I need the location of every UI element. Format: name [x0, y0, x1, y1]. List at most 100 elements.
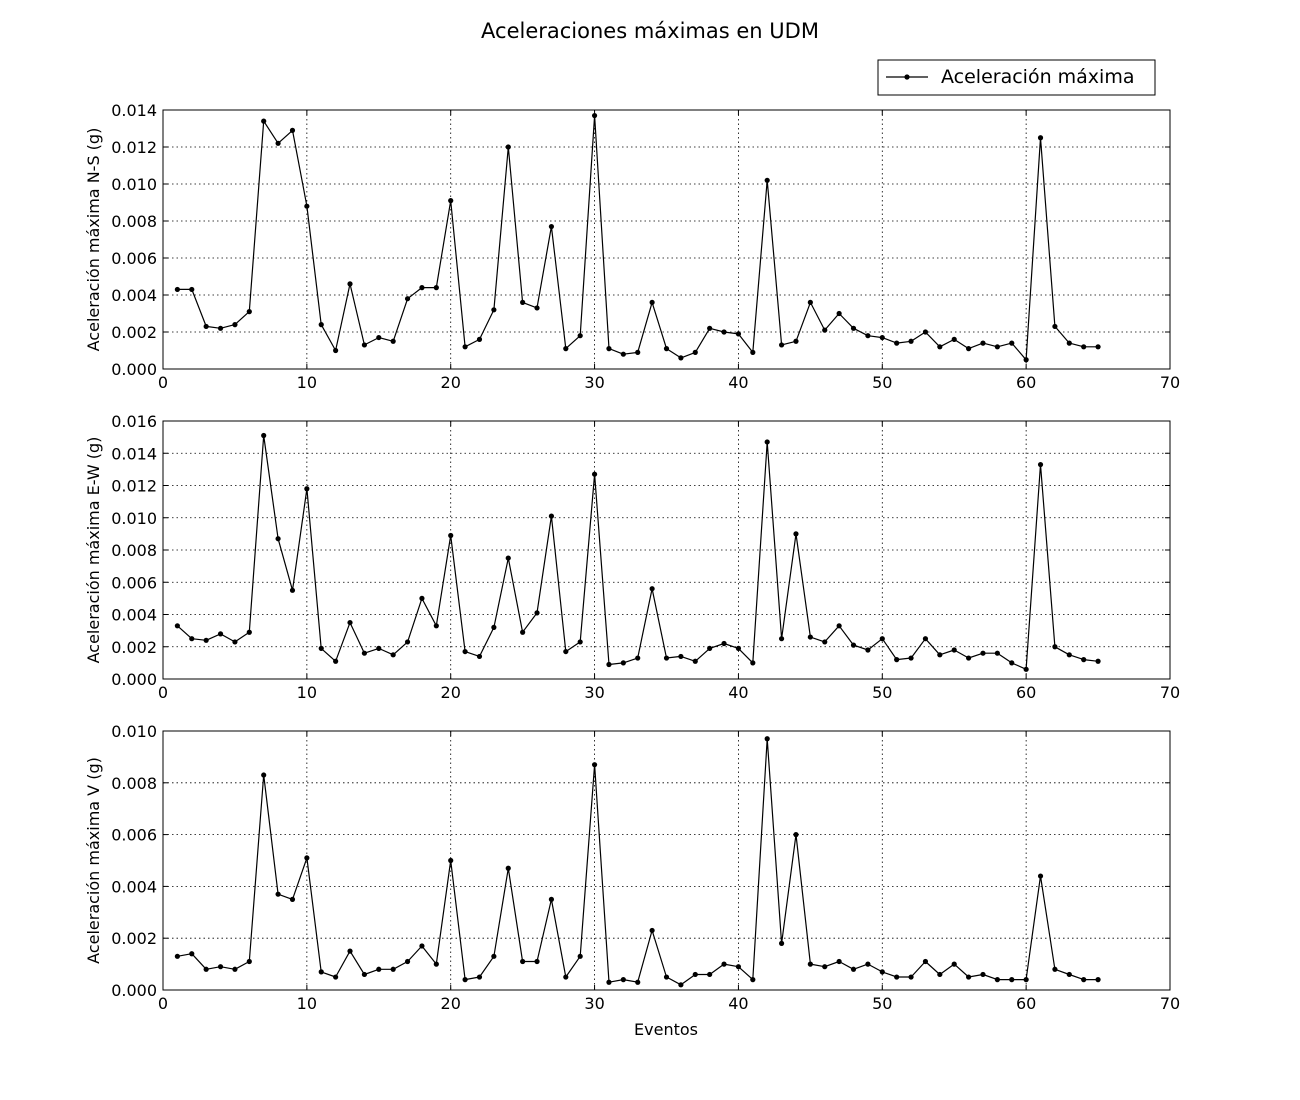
y-tick-label: 0.014: [111, 101, 157, 120]
data-point: [735, 964, 742, 970]
x-tick-label: 50: [872, 373, 892, 392]
data-point: [922, 958, 929, 965]
x-tick-label: 50: [872, 994, 892, 1013]
data-point: [879, 334, 885, 341]
subplot-ns: 0 10 20 30 40 50 60 70 0.000 0.002 0.004 0.006 0.008…: [84, 101, 1180, 392]
y-tick-label: 0.000: [111, 670, 157, 689]
data-point: [289, 127, 296, 133]
data-point: [376, 334, 382, 341]
x-tick-label: 70: [1160, 994, 1180, 1013]
data-point: [894, 340, 900, 346]
x-tick-label: 30: [584, 994, 604, 1013]
data-point: [692, 349, 698, 355]
data-point: [333, 974, 339, 980]
x-tick-label: 50: [872, 683, 892, 702]
data-point: [476, 653, 483, 660]
data-point: [304, 486, 310, 492]
data-point: [1009, 660, 1015, 666]
y-tick-label: 0.002: [111, 323, 157, 342]
x-axis-label: Eventos: [634, 1020, 698, 1039]
y-tick-label: 0.006: [111, 249, 157, 268]
data-point: [376, 966, 382, 972]
data-point: [663, 655, 670, 661]
data-point: [822, 327, 828, 333]
data-point: [563, 974, 569, 980]
data-point: [937, 971, 943, 978]
data-point: [922, 329, 929, 335]
data-point: [189, 286, 195, 293]
y-axis-label-ns: Aceleración máxima N-S (g): [84, 128, 103, 352]
data-point: [663, 974, 670, 980]
subplots: 0 10 20 30 40 50 60 70 0.000 0.002 0.004 0.006 0.008…: [84, 101, 1180, 1013]
y-tick-label: 0.004: [111, 877, 157, 896]
data-point: [534, 305, 540, 311]
data-point: [1052, 323, 1058, 330]
data-point: [620, 977, 626, 983]
data-point: [707, 645, 713, 651]
y-tick-label: 0.012: [111, 477, 157, 496]
data-point: [520, 629, 526, 635]
data-point: [865, 333, 871, 339]
data-point: [347, 619, 353, 626]
subplot-v: 0 10 20 30 40 50 60 70 0.000 0.002 0.004 0.006 0.008…: [84, 722, 1180, 1013]
data-point: [505, 144, 511, 150]
data-point: [922, 636, 929, 642]
data-point: [865, 961, 871, 967]
data-point: [591, 762, 598, 768]
data-point: [850, 325, 857, 331]
data-point: [491, 953, 497, 959]
x-tick-label: 10: [297, 373, 317, 392]
y-tick-label: 0.008: [111, 541, 157, 560]
data-point: [289, 587, 296, 593]
data-point: [822, 639, 828, 645]
data-point: [994, 650, 1000, 656]
data-point: [563, 648, 569, 655]
data-point: [807, 634, 813, 640]
x-tick-label: 20: [441, 683, 461, 702]
y-tick-label: 0.006: [111, 826, 157, 845]
data-point: [577, 333, 583, 339]
data-point: [246, 958, 252, 965]
data-point: [591, 471, 598, 477]
data-point: [635, 349, 641, 355]
data-point: [318, 322, 324, 328]
x-tick-label: 10: [297, 994, 317, 1013]
data-point: [1009, 340, 1015, 346]
data-point: [232, 322, 238, 328]
y-tick-label: 0.014: [111, 444, 157, 463]
data-point: [433, 285, 439, 291]
data-point: [419, 285, 425, 291]
data-point: [548, 896, 555, 902]
data-point: [807, 299, 813, 305]
data-point: [707, 971, 713, 978]
data-point: [793, 531, 799, 537]
data-point: [908, 338, 914, 344]
figure-title: Aceleraciones máximas en UDM: [481, 19, 819, 43]
data-point: [304, 203, 310, 209]
data-point: [1037, 873, 1044, 879]
data-point: [937, 652, 943, 658]
x-tick-label: 20: [441, 994, 461, 1013]
data-point: [376, 645, 382, 651]
data-point: [534, 958, 540, 965]
data-point: [548, 513, 555, 519]
data-point: [778, 342, 785, 348]
data-point: [1095, 344, 1101, 350]
y-axis-label-ew: Aceleración máxima E-W (g): [84, 437, 103, 664]
x-tick-label: 30: [584, 683, 604, 702]
x-tick-label: 40: [728, 683, 748, 702]
data-point: [548, 223, 555, 230]
data-point: [750, 660, 756, 666]
data-point: [419, 943, 425, 949]
data-point: [836, 623, 842, 629]
data-point: [606, 346, 612, 352]
y-tick-label: 0.012: [111, 138, 157, 157]
data-point: [505, 865, 511, 871]
data-point: [721, 961, 727, 967]
data-point: [390, 338, 396, 344]
data-point: [563, 346, 569, 352]
data-point: [1066, 340, 1072, 346]
data-point: [966, 655, 972, 661]
data-point: [534, 610, 540, 616]
